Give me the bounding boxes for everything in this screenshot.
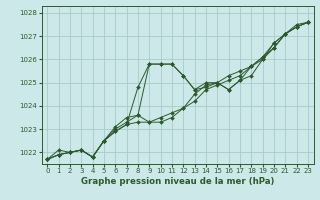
X-axis label: Graphe pression niveau de la mer (hPa): Graphe pression niveau de la mer (hPa) (81, 177, 274, 186)
